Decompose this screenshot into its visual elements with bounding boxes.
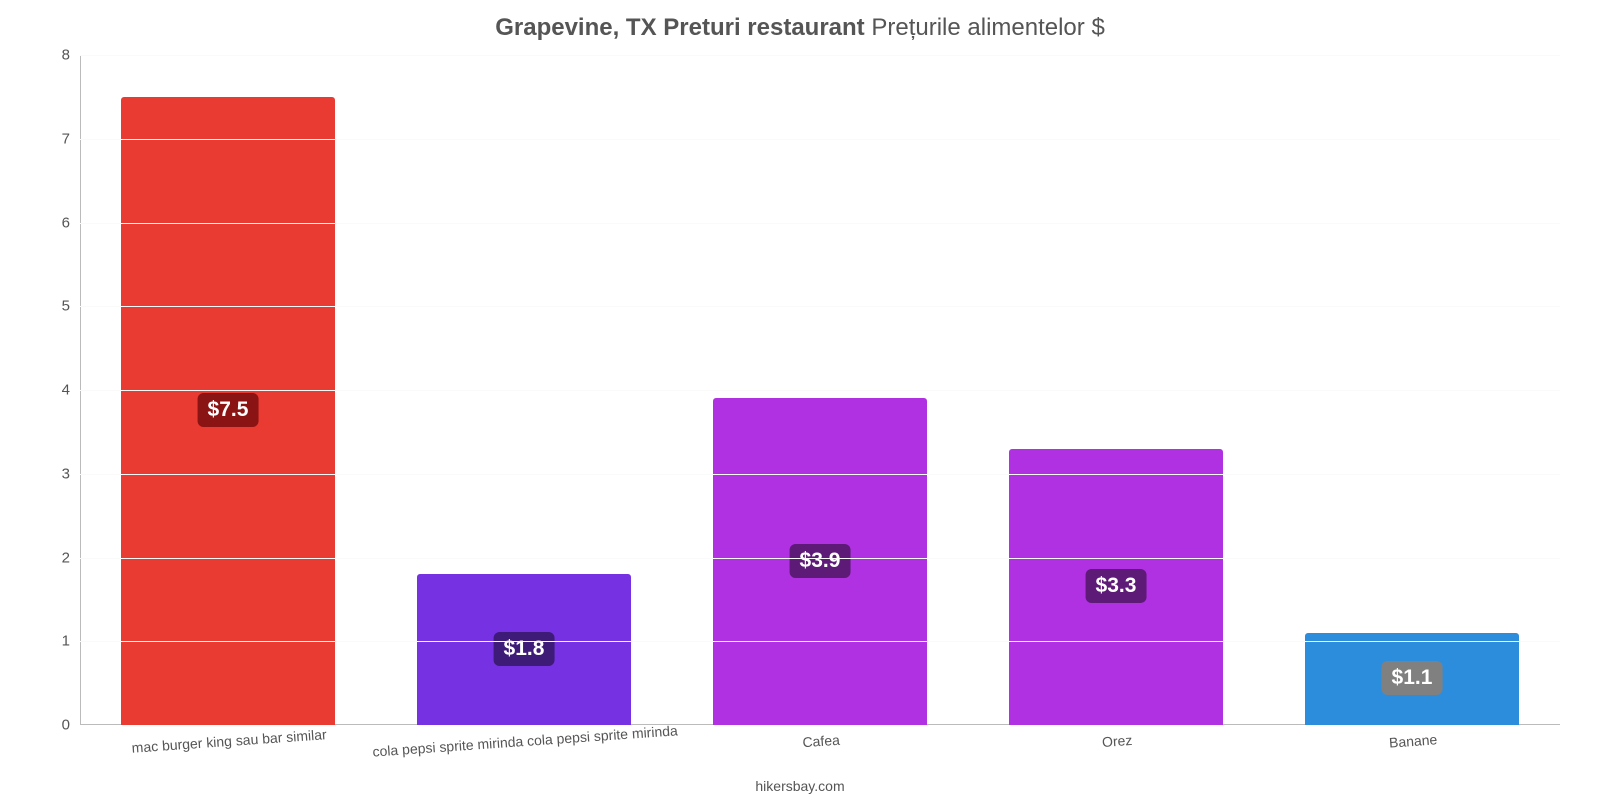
ytick-label: 3 bbox=[62, 465, 80, 482]
ytick-label: 4 bbox=[62, 382, 80, 399]
gridline bbox=[80, 474, 1560, 475]
bar-value-label: $3.9 bbox=[790, 544, 851, 578]
bar: $3.3 bbox=[1009, 449, 1222, 725]
gridline bbox=[80, 390, 1560, 391]
xtick-label: Banane bbox=[1388, 723, 1438, 750]
chart-title: Grapevine, TX Preturi restaurant Prețuri… bbox=[495, 14, 1105, 42]
chart-title-part2: Prețurile alimentelor $ bbox=[865, 14, 1105, 41]
bar: $3.9 bbox=[713, 398, 926, 725]
plot-area: $7.5$1.8$3.9$3.3$1.1 012345678mac burger… bbox=[80, 55, 1560, 725]
ytick-label: 7 bbox=[62, 130, 80, 147]
gridline bbox=[80, 55, 1560, 56]
gridline bbox=[80, 139, 1560, 140]
xtick-label: Orez bbox=[1101, 724, 1133, 750]
bar-value-label: $1.8 bbox=[494, 632, 555, 666]
ytick-label: 1 bbox=[62, 633, 80, 650]
ytick-label: 6 bbox=[62, 214, 80, 231]
bar: $7.5 bbox=[121, 97, 334, 725]
ytick-label: 0 bbox=[62, 717, 80, 734]
gridline bbox=[80, 223, 1560, 224]
chart-container: Grapevine, TX Preturi restaurant Prețuri… bbox=[0, 0, 1600, 800]
bar-value-label: $1.1 bbox=[1382, 661, 1443, 695]
gridline bbox=[80, 558, 1560, 559]
ytick-label: 8 bbox=[62, 47, 80, 64]
gridline bbox=[80, 641, 1560, 642]
bar: $1.8 bbox=[417, 574, 630, 725]
bar-value-label: $7.5 bbox=[198, 393, 259, 427]
xtick-label: Cafea bbox=[801, 724, 840, 751]
ytick-label: 5 bbox=[62, 298, 80, 315]
bar-value-label: $3.3 bbox=[1086, 569, 1147, 603]
gridline bbox=[80, 306, 1560, 307]
chart-title-part1: Grapevine, TX Preturi restaurant bbox=[495, 14, 864, 41]
bar: $1.1 bbox=[1305, 633, 1518, 725]
ytick-label: 2 bbox=[62, 549, 80, 566]
attribution-text: hikersbay.com bbox=[755, 778, 844, 794]
